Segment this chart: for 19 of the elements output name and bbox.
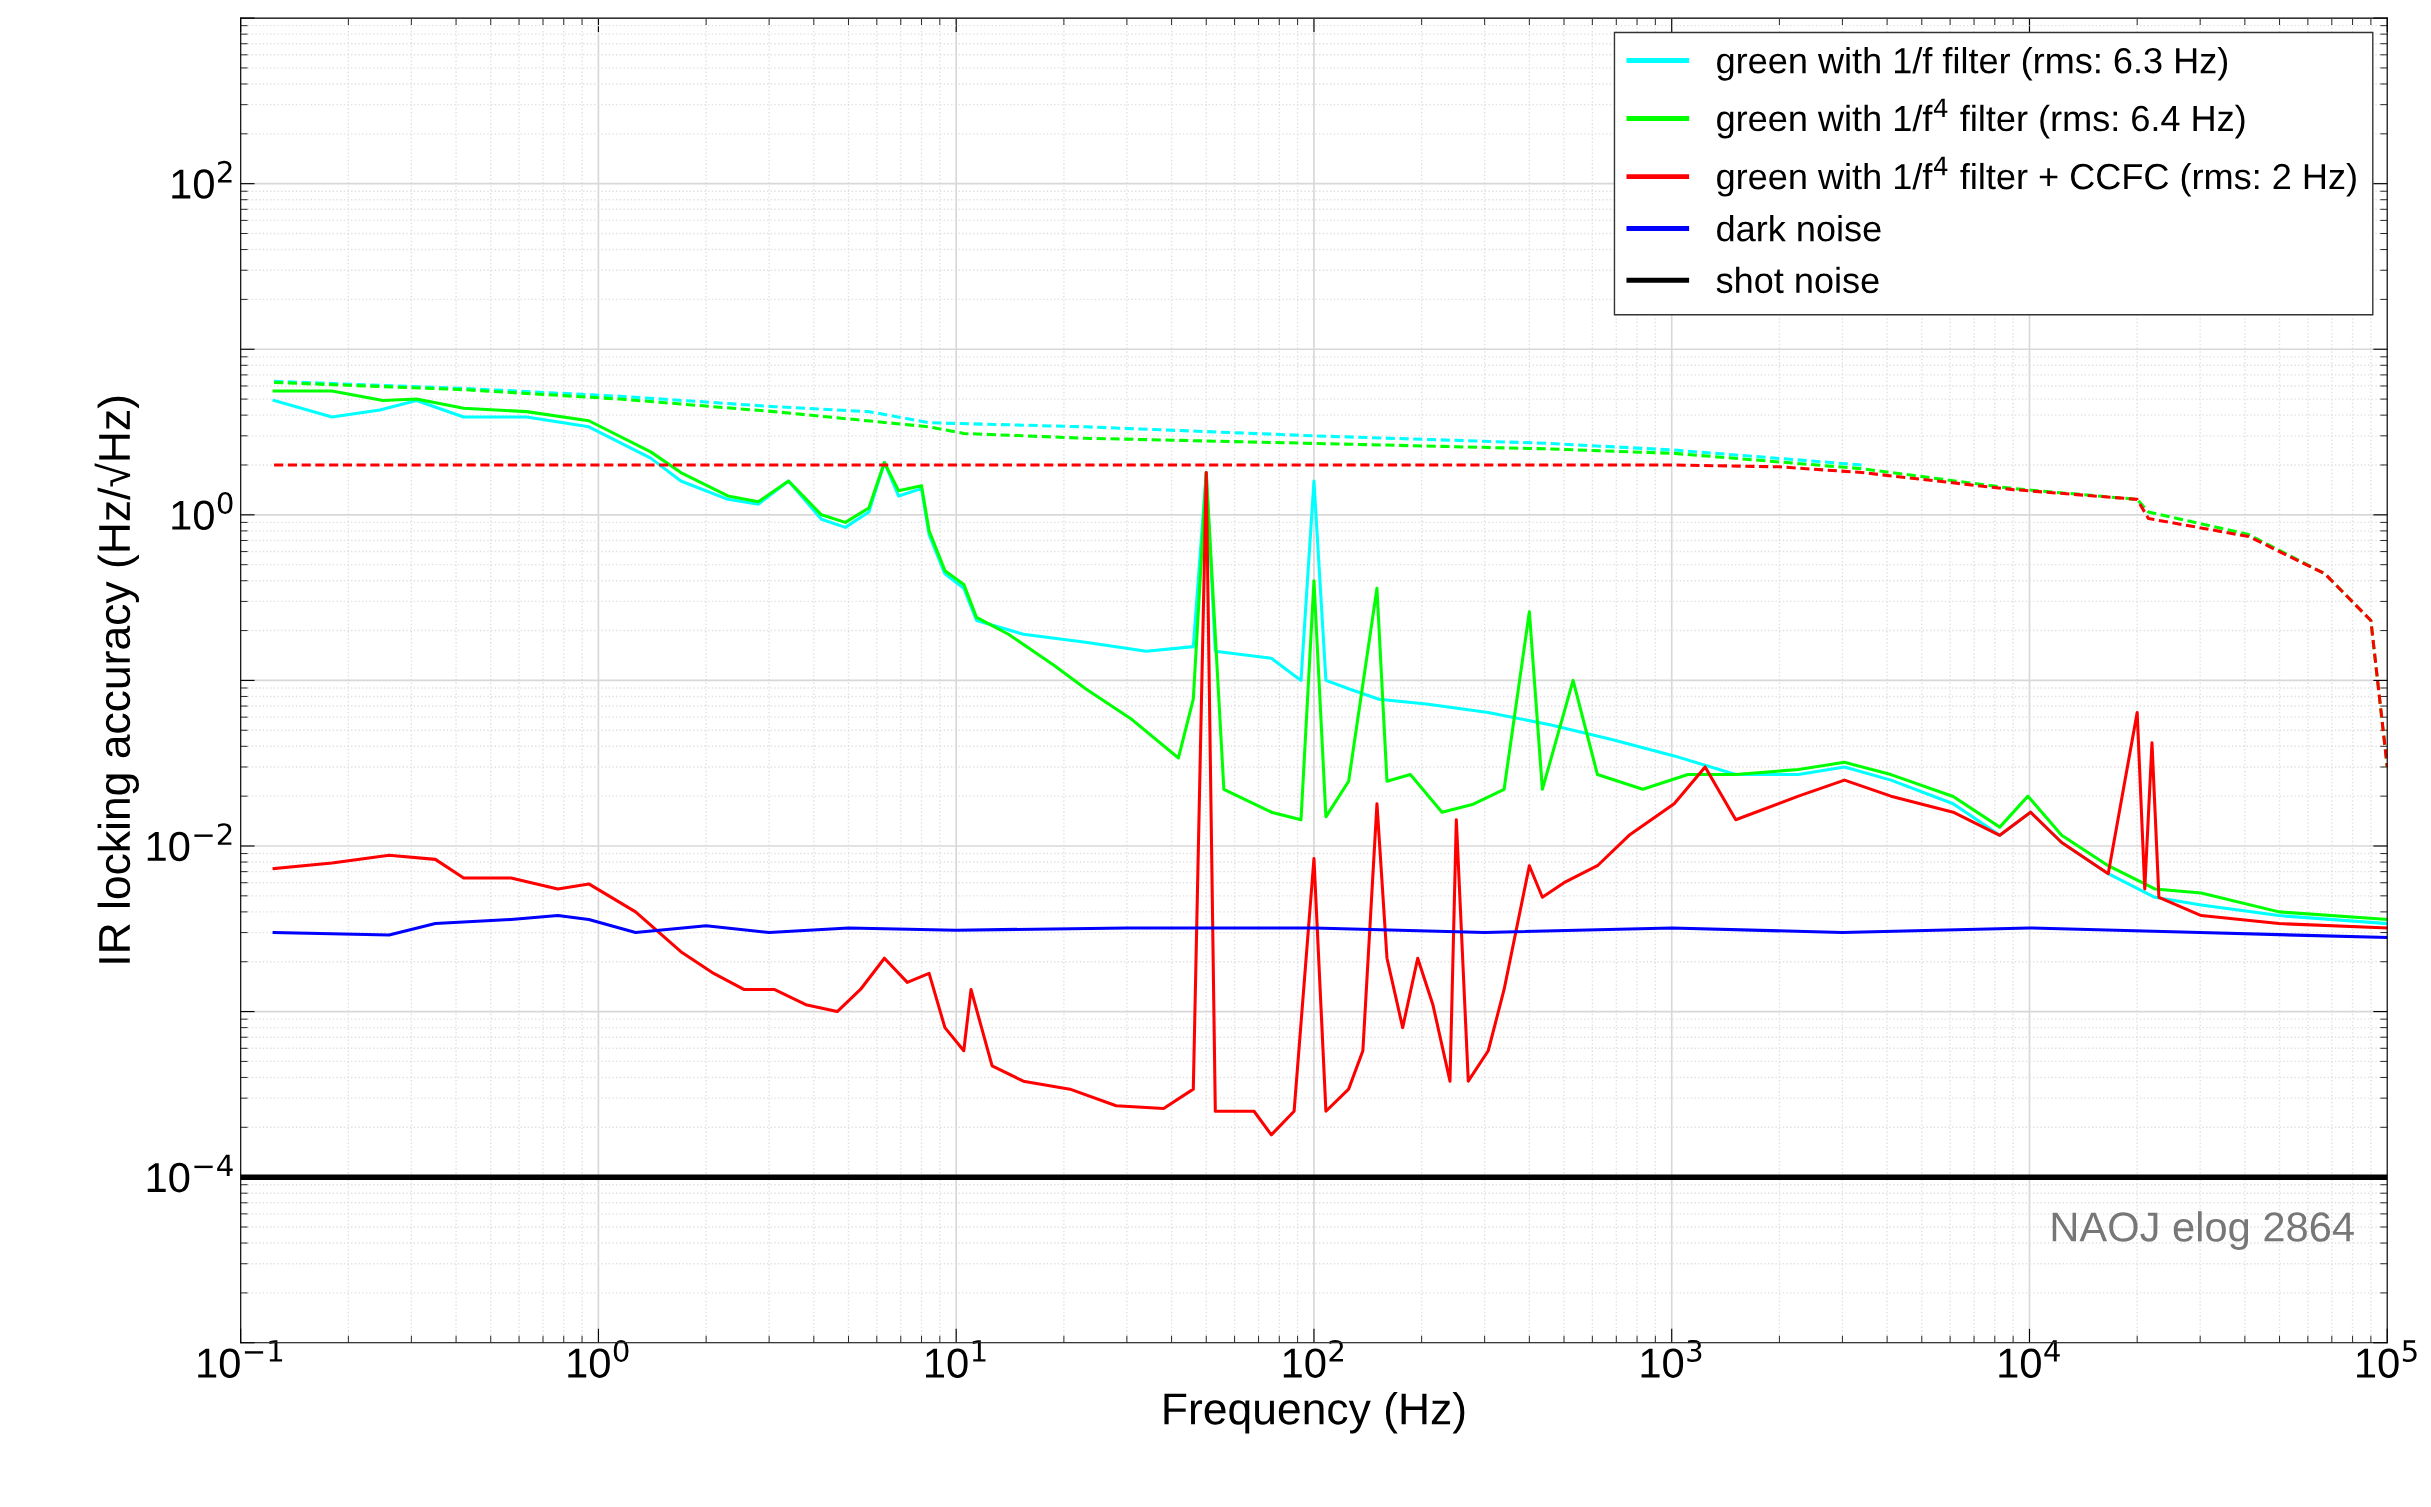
x-tick-label: 10$^{3}$ (1641, 1339, 1702, 1378)
legend-label: green with 1/f$^{4}$ filter (rms: 6.4 Hz) (1717, 98, 2245, 139)
y-tick-label: 10$^{−2}$ (147, 823, 232, 862)
x-axis-title: Frequency (Hz) (1164, 1391, 1465, 1434)
y-tick-label: 10$^{0}$ (172, 492, 233, 531)
legend-label: dark noise (1717, 214, 1881, 242)
x-tick-label: 10$^{1}$ (926, 1340, 986, 1378)
y-tick-label: 10$^{−4}$ (147, 1154, 233, 1193)
legend-label: green with 1/f$^{4}$ filter + CCFC (rms: 2 Hz) (1717, 156, 2356, 197)
x-tick-label: 10$^{4}$ (1999, 1340, 2060, 1378)
y-axis-title: IR locking accuracy (Hz/√Hz) (94, 396, 139, 963)
x-tick-label: 10$^{5}$ (2357, 1340, 2417, 1378)
annotation: NAOJ elog 2864 (2052, 1211, 2354, 1251)
x-tick-label: 10$^{0}$ (568, 1339, 629, 1378)
x-tick-label: 10$^{2}$ (1283, 1339, 1343, 1378)
x-tick-label: 10$^{−1}$ (198, 1340, 283, 1378)
y-tick-label: 10$^{2}$ (172, 160, 232, 199)
legend-label: shot noise (1716, 266, 1879, 294)
legend-label: green with 1/f filter (rms: 6.3 Hz) (1717, 46, 2228, 81)
